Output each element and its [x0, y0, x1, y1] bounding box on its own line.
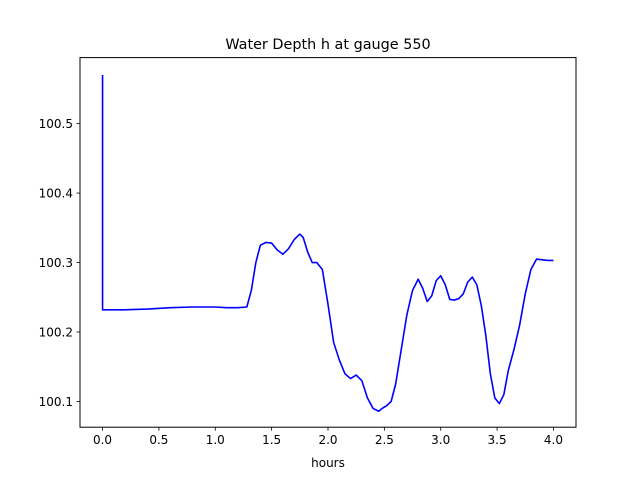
x-tick-label: 3.5 [488, 433, 507, 447]
chart-title: Water Depth h at gauge 550 [225, 37, 430, 53]
y-axis-ticks: 100.1 100.2 100.3 100.4 100.5 [39, 117, 80, 409]
x-tick-label: 1.5 [262, 433, 281, 447]
y-tick-label: 100.4 [39, 186, 73, 200]
y-tick-label: 100.1 [39, 395, 73, 409]
x-axis-ticks: 0.0 0.5 1.0 1.5 2.0 2.5 3.0 3.5 4.0 [93, 427, 563, 447]
y-tick-label: 100.5 [39, 117, 73, 131]
x-axis-label: hours [311, 456, 345, 470]
x-tick-label: 4.0 [544, 433, 563, 447]
x-tick-label: 0.5 [149, 433, 168, 447]
x-tick-label: 1.0 [206, 433, 225, 447]
x-tick-label: 2.5 [375, 433, 394, 447]
x-tick-label: 2.0 [318, 433, 337, 447]
axes-frame [79, 57, 577, 428]
y-tick-label: 100.2 [39, 325, 73, 339]
x-tick-label: 3.0 [431, 433, 450, 447]
plot-area [101, 74, 554, 413]
y-tick-label: 100.3 [39, 256, 73, 270]
x-tick-label: 0.0 [93, 433, 112, 447]
series-line-0 [101, 74, 554, 413]
